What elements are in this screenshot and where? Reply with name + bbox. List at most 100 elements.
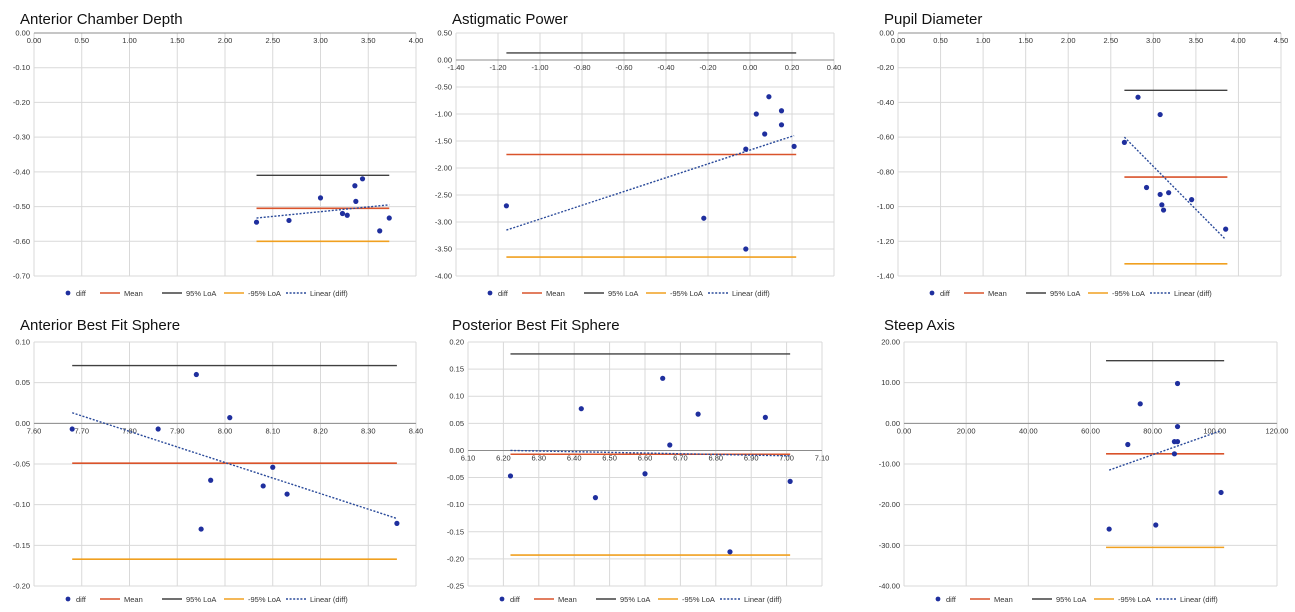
data-point bbox=[253, 219, 260, 225]
legend-label: Mean bbox=[994, 595, 1013, 604]
data-point bbox=[727, 549, 733, 555]
data-point bbox=[284, 491, 290, 497]
x-tick-label: 6.60 bbox=[638, 453, 653, 462]
x-tick-label: 0.00 bbox=[891, 36, 906, 45]
y-tick-label: 0.00 bbox=[15, 29, 30, 38]
data-point bbox=[260, 483, 266, 489]
x-tick-label: 4.50 bbox=[1274, 36, 1289, 45]
x-tick-label: 120.00 bbox=[1266, 426, 1289, 435]
y-tick-label: 0.00 bbox=[437, 56, 452, 65]
x-tick-label: 7.70 bbox=[74, 426, 89, 435]
data-point bbox=[155, 426, 161, 432]
data-point bbox=[503, 203, 509, 209]
x-tick-label: 6.40 bbox=[567, 453, 582, 462]
x-tick-label: -0.80 bbox=[573, 63, 590, 72]
data-point bbox=[193, 371, 199, 378]
x-tick-label: 2.00 bbox=[1061, 36, 1076, 45]
x-tick-label: 0.00 bbox=[27, 36, 42, 45]
chart-title: Anterior Chamber Depth bbox=[20, 11, 183, 28]
y-tick-label: -10.00 bbox=[879, 460, 900, 469]
x-tick-label: 3.00 bbox=[313, 36, 328, 45]
x-tick-label: -0.20 bbox=[699, 63, 716, 72]
chart-panel-anterior-best-fit-sphere: Anterior Best Fit Sphere 0.10 0.05 0.00 -0.0… bbox=[0, 306, 430, 612]
x-tick-label: 100.00 bbox=[1203, 426, 1226, 435]
data-point bbox=[766, 94, 772, 100]
data-point bbox=[208, 477, 214, 483]
y-tick-label: -0.15 bbox=[13, 541, 30, 550]
y-tick-label: -0.20 bbox=[877, 63, 894, 72]
data-point bbox=[1135, 94, 1141, 100]
legend-label: Linear (diff) bbox=[1174, 289, 1212, 298]
x-tick-label: 3.50 bbox=[1189, 36, 1204, 45]
linear-trend-line bbox=[506, 134, 795, 231]
data-point bbox=[1159, 202, 1165, 208]
linear-trend-line bbox=[71, 412, 398, 520]
legend-label: Mean bbox=[558, 595, 577, 604]
x-tick-label: 3.00 bbox=[1146, 36, 1161, 45]
y-tick-label: 0.10 bbox=[449, 392, 464, 401]
data-point bbox=[1106, 526, 1112, 532]
y-tick-label: 0.00 bbox=[449, 446, 464, 455]
chart-title: Steep Axis bbox=[884, 317, 955, 334]
legend-label: diff bbox=[940, 289, 951, 298]
y-tick-label: -0.70 bbox=[13, 272, 30, 281]
x-tick-label: -1.20 bbox=[489, 63, 506, 72]
data-point bbox=[1143, 184, 1150, 191]
y-tick-label: 0.20 bbox=[449, 338, 464, 347]
data-point bbox=[667, 442, 673, 448]
data-point bbox=[743, 146, 749, 152]
y-tick-label: -1.20 bbox=[877, 237, 894, 246]
y-tick-label: 0.05 bbox=[449, 419, 464, 428]
x-tick-label: 1.50 bbox=[1018, 36, 1033, 45]
x-tick-label: 2.00 bbox=[218, 36, 233, 45]
y-tick-label: -3.00 bbox=[435, 218, 452, 227]
data-point bbox=[359, 176, 366, 182]
legend-label: Mean bbox=[988, 289, 1007, 298]
x-tick-label: 1.00 bbox=[976, 36, 991, 45]
data-point bbox=[353, 198, 359, 204]
legend-label: -95% LoA bbox=[248, 595, 281, 604]
x-tick-label: 8.00 bbox=[218, 426, 233, 435]
data-point bbox=[1157, 111, 1163, 118]
x-tick-label: 7.60 bbox=[27, 426, 42, 435]
linear-trend-line bbox=[1108, 429, 1222, 471]
legend-label: diff bbox=[76, 289, 87, 298]
data-point bbox=[69, 426, 75, 432]
legend-label: -95% LoA bbox=[1112, 289, 1145, 298]
data-point bbox=[377, 228, 383, 234]
data-point bbox=[1171, 451, 1178, 457]
y-tick-label: -30.00 bbox=[879, 541, 900, 550]
legend-label: 95% LoA bbox=[186, 595, 216, 604]
x-tick-label: -0.60 bbox=[615, 63, 632, 72]
x-tick-label: -1.00 bbox=[531, 63, 548, 72]
data-point bbox=[507, 473, 514, 479]
legend-label: Linear (diff) bbox=[744, 595, 782, 604]
data-point bbox=[1223, 226, 1229, 232]
data-point bbox=[270, 464, 276, 470]
chart-title: Astigmatic Power bbox=[452, 11, 568, 28]
data-point bbox=[339, 210, 346, 217]
data-point bbox=[695, 411, 701, 417]
y-tick-label: 10.00 bbox=[881, 378, 900, 387]
y-tick-label: -40.00 bbox=[879, 582, 900, 591]
legend-label: Mean bbox=[124, 595, 143, 604]
data-point bbox=[1160, 207, 1167, 213]
x-tick-label: 6.20 bbox=[496, 453, 511, 462]
x-tick-label: 7.00 bbox=[779, 453, 794, 462]
data-point bbox=[352, 183, 358, 189]
legend-marker-dot bbox=[65, 290, 71, 296]
y-tick-label: -0.40 bbox=[877, 98, 894, 107]
x-tick-label: 8.10 bbox=[265, 426, 280, 435]
y-tick-label: -0.20 bbox=[13, 98, 30, 107]
legend-label: diff bbox=[946, 595, 957, 604]
x-tick-label: 6.50 bbox=[602, 453, 617, 462]
legend-marker-dot bbox=[935, 596, 941, 602]
x-tick-label: 0.20 bbox=[785, 63, 800, 72]
y-tick-label: -0.60 bbox=[877, 133, 894, 142]
legend-marker-dot bbox=[65, 596, 71, 602]
x-tick-label: 4.00 bbox=[409, 36, 424, 45]
legend-label: -95% LoA bbox=[248, 289, 281, 298]
legend-label: Mean bbox=[124, 289, 143, 298]
legend-label: 95% LoA bbox=[186, 289, 216, 298]
chart-title: Posterior Best Fit Sphere bbox=[452, 317, 620, 334]
